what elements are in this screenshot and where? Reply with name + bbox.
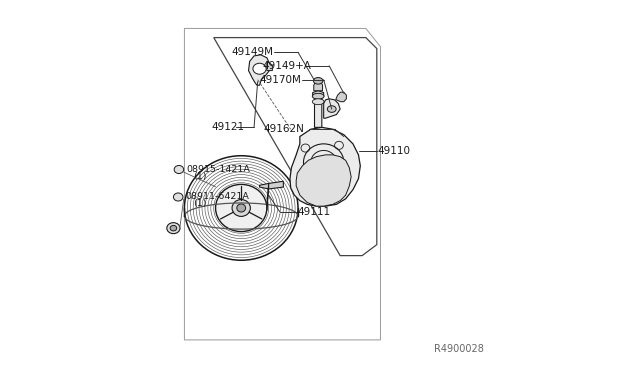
Polygon shape [296,155,351,206]
Text: R4900028: R4900028 [435,344,484,354]
Ellipse shape [312,99,324,105]
Polygon shape [260,181,284,189]
Text: 49121: 49121 [212,122,245,132]
Text: 08915-1421A: 08915-1421A [186,165,250,174]
Ellipse shape [173,193,183,201]
Polygon shape [324,99,340,118]
Text: (1): (1) [193,199,207,208]
Polygon shape [313,91,324,127]
Ellipse shape [312,93,324,99]
Ellipse shape [314,77,323,84]
Polygon shape [314,81,323,91]
Polygon shape [336,92,346,102]
Ellipse shape [253,63,266,74]
Ellipse shape [167,223,180,234]
Ellipse shape [174,166,184,174]
Polygon shape [267,61,273,71]
Polygon shape [248,55,269,85]
Ellipse shape [232,199,250,217]
Text: 49111: 49111 [298,207,330,217]
Text: 49149+A: 49149+A [262,61,311,71]
Ellipse shape [237,204,246,212]
Ellipse shape [327,106,336,112]
Ellipse shape [170,225,177,231]
Text: (1): (1) [193,171,207,181]
Text: 49170M: 49170M [260,75,301,85]
Ellipse shape [216,185,267,232]
Polygon shape [290,127,360,206]
Text: 08911-6421A: 08911-6421A [186,192,250,202]
Text: 49162N: 49162N [263,124,304,134]
Text: 49149M: 49149M [231,47,273,57]
Text: 49110: 49110 [378,146,411,156]
